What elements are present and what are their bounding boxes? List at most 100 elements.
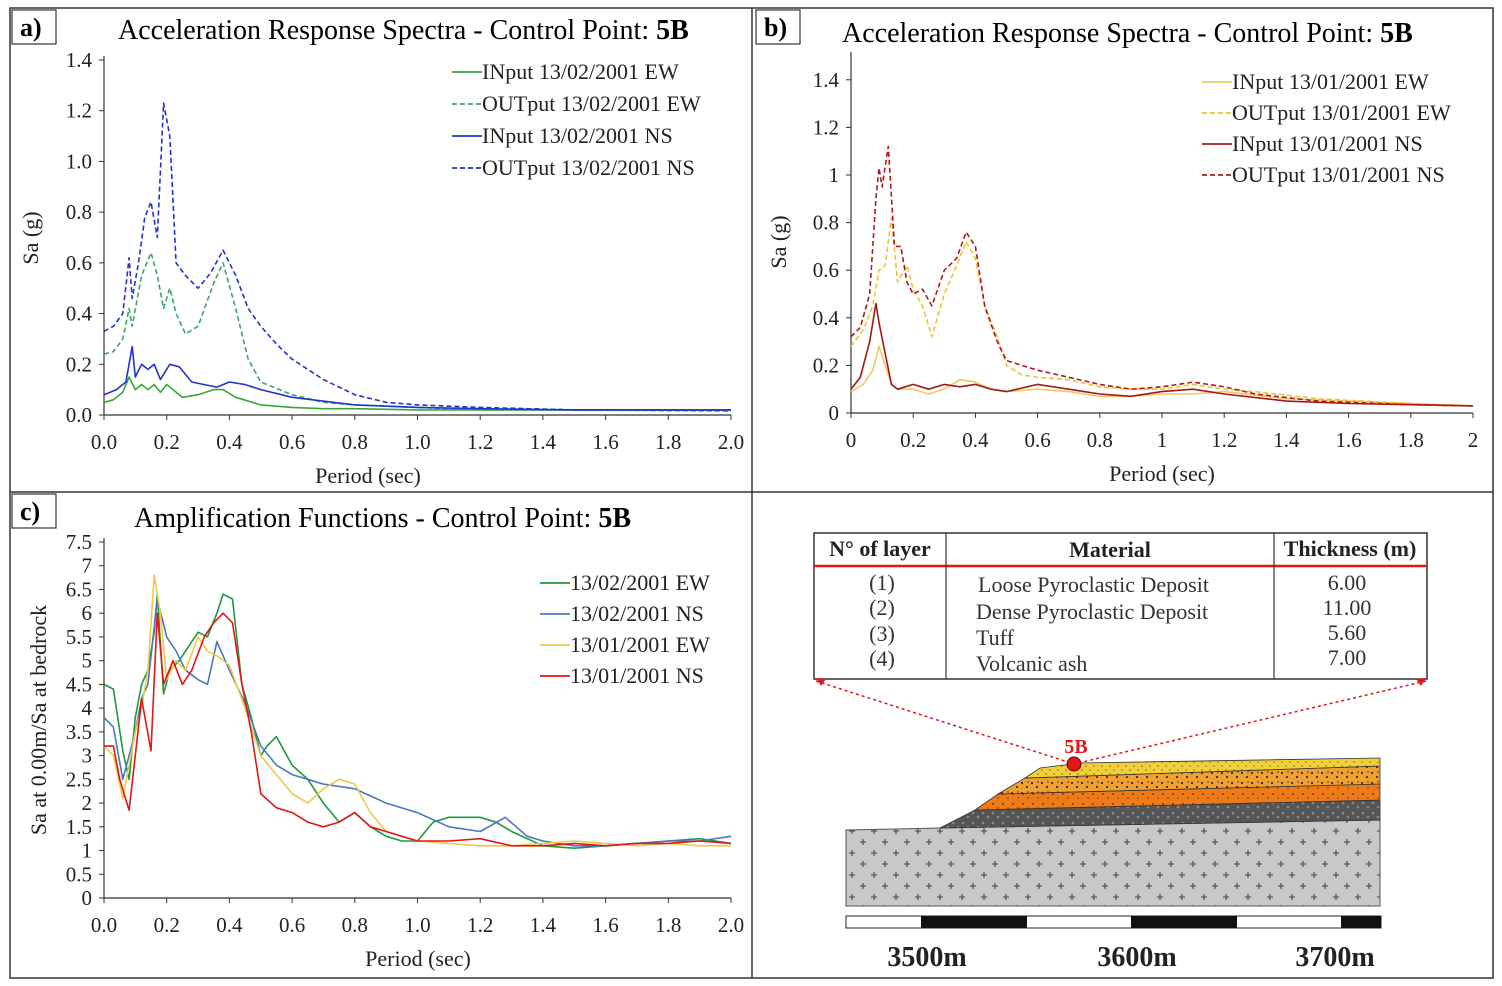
table-cell-material: Dense Pyroclastic Deposit [976, 599, 1208, 624]
x-tick-label: 1.0 [404, 913, 430, 937]
x-tick-label: 1.4 [530, 430, 557, 454]
layer-table-header-material: Material [1069, 537, 1151, 562]
x-tick-label: 1.4 [530, 913, 557, 937]
scale-bar-segment [921, 916, 1027, 928]
layer-table-header-layer: N° of layer [829, 536, 931, 561]
loose-pyroclastic-layer [1023, 757, 1381, 779]
y-tick-label: 1 [82, 839, 93, 863]
y-tick-label: 2 [82, 791, 93, 815]
x-tick-label: 1.6 [592, 430, 618, 454]
panel-a-ylabel: Sa (g) [18, 211, 43, 264]
x-tick-label: 0.6 [279, 913, 305, 937]
x-tick-label: 2.0 [718, 913, 744, 937]
y-tick-label: 1.2 [813, 115, 839, 139]
leader-line-right [1073, 680, 1427, 765]
scale-bar-segment [1131, 916, 1237, 928]
table-cell-layer: (1) [869, 570, 895, 595]
y-tick-label: 3 [82, 744, 93, 768]
x-tick-label: 0 [846, 428, 857, 452]
y-tick-label: 3.5 [66, 720, 92, 744]
series-line-2 [103, 251, 732, 412]
legend-label: 13/02/2001 NS [570, 601, 704, 626]
x-tick-label: 0.6 [1024, 428, 1050, 452]
panel-b-legend: INput 13/01/2001 EW OUTput 13/01/2001 EW I… [1202, 69, 1451, 187]
panel-b-label-box [755, 9, 801, 45]
legend-label: INput 13/02/2001 NS [482, 123, 673, 148]
site-marker [1066, 756, 1082, 772]
y-tick-label: 0.4 [66, 302, 93, 326]
legend-label: INput 13/01/2001 NS [1232, 131, 1423, 156]
panel-c: c) Amplification Functions - Control Poi… [11, 493, 744, 971]
scale-bar: 3500m 3600m 3700m [845, 915, 1382, 973]
y-tick-label: 0.5 [66, 862, 92, 886]
x-tick-label: 0.4 [216, 913, 243, 937]
y-tick-label: 0.4 [813, 306, 840, 330]
x-tick-label: 0.0 [91, 430, 117, 454]
x-tick-label: 2.0 [718, 430, 744, 454]
table-cell-material: Tuff [976, 625, 1015, 650]
panel-c-title-point: 5B [598, 503, 631, 534]
panel-a-legend: INput 13/02/2001 EW OUTput 13/02/2001 EW I… [452, 59, 701, 180]
panel-c-xlabel: Period (sec) [365, 946, 471, 971]
legend-label: 13/02/2001 EW [570, 570, 710, 595]
series-line-1 [103, 376, 731, 411]
y-tick-label: 1.0 [66, 149, 92, 173]
series-line-4 [850, 145, 1474, 407]
legend-label: OUTput 13/02/2001 NS [482, 155, 695, 180]
series-line-2 [850, 217, 1474, 407]
x-tick-label: 1.2 [467, 430, 493, 454]
legend-label: 13/01/2001 EW [570, 632, 710, 657]
panel-b-series [850, 145, 1474, 407]
legend-label: INput 13/01/2001 EW [1232, 69, 1429, 94]
x-tick-label: 0.2 [154, 913, 180, 937]
series-line-3 [103, 345, 731, 411]
layer-table: N° of layer Material Thickness (m) (1) L… [813, 532, 1428, 680]
x-tick-label: 1.6 [1335, 428, 1361, 452]
y-tick-label: 1.4 [813, 68, 840, 92]
layer-table-header-thickness: Thickness (m) [1284, 536, 1417, 561]
series-line-3 [103, 574, 731, 847]
scale-label: 3600m [1097, 942, 1176, 973]
y-tick-label: 4 [82, 696, 93, 720]
cross-section: 5B [845, 736, 1381, 907]
y-tick-label: 1 [829, 163, 840, 187]
panel-c-label-box [11, 493, 57, 529]
y-tick-label: 0.2 [813, 353, 839, 377]
panel-a: a) Acceleration Response Spectra - Contr… [11, 9, 744, 488]
legend-label: 13/01/2001 NS [570, 663, 704, 688]
x-tick-label: 1.8 [655, 430, 681, 454]
y-tick-label: 0.6 [813, 258, 839, 282]
panel-c-title: Amplification Functions - Control Point:… [134, 503, 631, 534]
panel-c-legend: 13/02/2001 EW 13/02/2001 NS 13/01/2001 EW 1… [540, 570, 710, 688]
panel-b-ylabel: Sa (g) [766, 215, 791, 268]
panel-d: N° of layer Material Thickness (m) (1) L… [813, 532, 1428, 973]
panel-c-label: c) [20, 497, 40, 526]
panel-c-title-text: Amplification Functions - Control Point: [134, 503, 598, 534]
table-cell-thickness: 5.60 [1328, 620, 1367, 645]
scale-label: 3500m [887, 942, 966, 973]
panel-b: b) Acceleration Response Spectra - Contr… [755, 9, 1478, 486]
scale-label: 3700m [1295, 942, 1374, 973]
series-line-4 [104, 612, 732, 847]
x-tick-label: 0.8 [1087, 428, 1113, 452]
panel-a-title-text: Acceleration Response Spectra - Control … [118, 15, 656, 46]
table-cell-material: Loose Pyroclastic Deposit [978, 572, 1209, 597]
x-tick-label: 1.0 [404, 430, 430, 454]
panel-a-title: Acceleration Response Spectra - Control … [118, 15, 689, 46]
bedrock-layer [845, 819, 1381, 907]
y-tick-label: 1.4 [66, 48, 93, 72]
x-tick-label: 1.8 [1398, 428, 1424, 452]
x-tick-label: 0.4 [216, 430, 243, 454]
y-tick-label: 0 [82, 886, 93, 910]
legend-label: OUTput 13/01/2001 EW [1232, 100, 1451, 125]
series-line-3 [850, 302, 1474, 407]
leader-line-left [815, 680, 1075, 765]
table-cell-layer: (2) [869, 595, 895, 620]
y-tick-label: 0.2 [66, 352, 92, 376]
panel-b-title-text: Acceleration Response Spectra - Control … [842, 18, 1380, 49]
y-tick-label: 6 [82, 601, 93, 625]
x-tick-label: 0.2 [900, 428, 926, 452]
x-tick-label: 0.6 [279, 430, 305, 454]
y-tick-label: 0.6 [66, 251, 92, 275]
